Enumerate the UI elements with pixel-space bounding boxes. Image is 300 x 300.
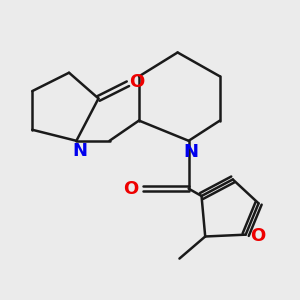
Text: O: O: [250, 227, 265, 245]
Text: O: O: [130, 73, 145, 91]
Text: N: N: [183, 143, 198, 161]
Text: N: N: [73, 142, 88, 160]
Text: O: O: [123, 180, 139, 198]
